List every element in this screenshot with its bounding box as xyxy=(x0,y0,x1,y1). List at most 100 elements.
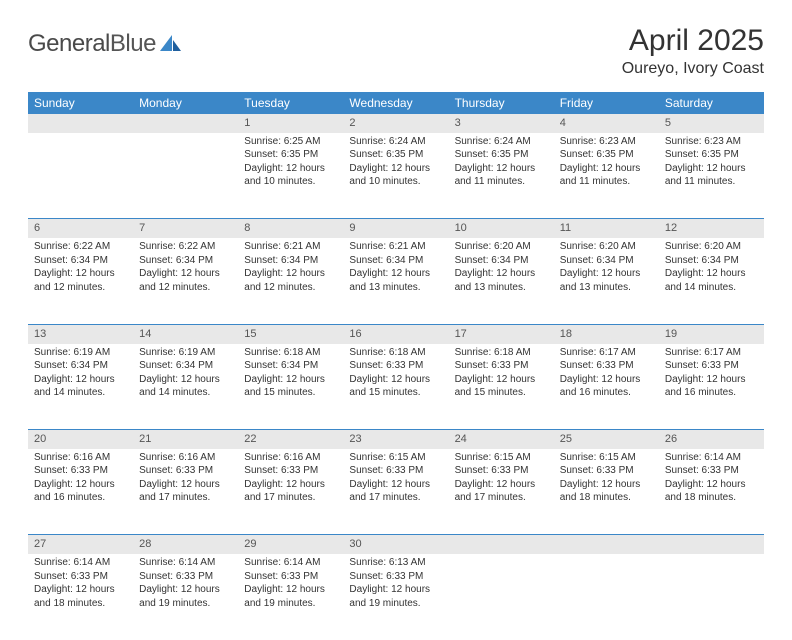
sunrise-line: Sunrise: 6:15 AM xyxy=(349,451,442,465)
sunrise-line: Sunrise: 6:15 AM xyxy=(455,451,548,465)
empty-cell xyxy=(28,114,133,133)
weekday-header: Tuesday xyxy=(238,92,343,114)
day-cell-content: Sunrise: 6:18 AMSunset: 6:33 PMDaylight:… xyxy=(343,344,448,406)
sunrise-line: Sunrise: 6:16 AM xyxy=(139,451,232,465)
weekday-header: Friday xyxy=(554,92,659,114)
day-cell: Sunrise: 6:24 AMSunset: 6:35 PMDaylight:… xyxy=(449,133,554,219)
day-cell: Sunrise: 6:14 AMSunset: 6:33 PMDaylight:… xyxy=(133,554,238,640)
daylight-line: Daylight: 12 hours and 14 minutes. xyxy=(665,267,758,294)
calendar-body: 12345Sunrise: 6:25 AMSunset: 6:35 PMDayl… xyxy=(28,114,764,640)
sunrise-line: Sunrise: 6:24 AM xyxy=(349,135,442,149)
day-cell: Sunrise: 6:20 AMSunset: 6:34 PMDaylight:… xyxy=(449,238,554,324)
day-number-cell: 7 xyxy=(133,219,238,238)
sunrise-line: Sunrise: 6:16 AM xyxy=(34,451,127,465)
day-cell: Sunrise: 6:17 AMSunset: 6:33 PMDaylight:… xyxy=(554,344,659,430)
day-cell: Sunrise: 6:19 AMSunset: 6:34 PMDaylight:… xyxy=(133,344,238,430)
day-cell: Sunrise: 6:25 AMSunset: 6:35 PMDaylight:… xyxy=(238,133,343,219)
sunset-line: Sunset: 6:33 PM xyxy=(455,359,548,373)
daylight-line: Daylight: 12 hours and 10 minutes. xyxy=(349,162,442,189)
sunset-line: Sunset: 6:33 PM xyxy=(349,359,442,373)
day-cell-content: Sunrise: 6:19 AMSunset: 6:34 PMDaylight:… xyxy=(133,344,238,406)
sunrise-line: Sunrise: 6:18 AM xyxy=(349,346,442,360)
sunrise-line: Sunrise: 6:23 AM xyxy=(560,135,653,149)
day-cell: Sunrise: 6:15 AMSunset: 6:33 PMDaylight:… xyxy=(343,449,448,535)
daylight-line: Daylight: 12 hours and 15 minutes. xyxy=(244,373,337,400)
day-cell-content: Sunrise: 6:25 AMSunset: 6:35 PMDaylight:… xyxy=(238,133,343,195)
day-number-cell: 21 xyxy=(133,430,238,449)
sunset-line: Sunset: 6:33 PM xyxy=(349,464,442,478)
daylight-line: Daylight: 12 hours and 12 minutes. xyxy=(244,267,337,294)
location: Oureyo, Ivory Coast xyxy=(622,60,764,78)
day-cell: Sunrise: 6:16 AMSunset: 6:33 PMDaylight:… xyxy=(133,449,238,535)
daylight-line: Daylight: 12 hours and 15 minutes. xyxy=(455,373,548,400)
empty-cell xyxy=(554,535,659,554)
daylight-line: Daylight: 12 hours and 11 minutes. xyxy=(455,162,548,189)
day-cell-content: Sunrise: 6:24 AMSunset: 6:35 PMDaylight:… xyxy=(449,133,554,195)
day-number-cell: 22 xyxy=(238,430,343,449)
sunset-line: Sunset: 6:35 PM xyxy=(349,148,442,162)
empty-cell xyxy=(28,133,133,219)
sunset-line: Sunset: 6:35 PM xyxy=(244,148,337,162)
empty-cell xyxy=(659,535,764,554)
day-cell: Sunrise: 6:14 AMSunset: 6:33 PMDaylight:… xyxy=(659,449,764,535)
day-cell-content: Sunrise: 6:23 AMSunset: 6:35 PMDaylight:… xyxy=(554,133,659,195)
sunset-line: Sunset: 6:34 PM xyxy=(349,254,442,268)
day-cell-content: Sunrise: 6:18 AMSunset: 6:33 PMDaylight:… xyxy=(449,344,554,406)
day-number-cell: 28 xyxy=(133,535,238,554)
sunrise-line: Sunrise: 6:19 AM xyxy=(139,346,232,360)
daylight-line: Daylight: 12 hours and 12 minutes. xyxy=(34,267,127,294)
daylight-line: Daylight: 12 hours and 19 minutes. xyxy=(244,583,337,610)
day-cell: Sunrise: 6:17 AMSunset: 6:33 PMDaylight:… xyxy=(659,344,764,430)
weekday-header: Wednesday xyxy=(343,92,448,114)
daynum-row: 27282930 xyxy=(28,535,764,554)
day-cell: Sunrise: 6:22 AMSunset: 6:34 PMDaylight:… xyxy=(133,238,238,324)
sunrise-line: Sunrise: 6:21 AM xyxy=(349,240,442,254)
sunset-line: Sunset: 6:35 PM xyxy=(455,148,548,162)
sunset-line: Sunset: 6:33 PM xyxy=(349,570,442,584)
sunset-line: Sunset: 6:34 PM xyxy=(34,359,127,373)
sunrise-line: Sunrise: 6:17 AM xyxy=(560,346,653,360)
day-number-cell: 20 xyxy=(28,430,133,449)
day-number-cell: 10 xyxy=(449,219,554,238)
daylight-line: Daylight: 12 hours and 14 minutes. xyxy=(34,373,127,400)
sunrise-line: Sunrise: 6:21 AM xyxy=(244,240,337,254)
daylight-line: Daylight: 12 hours and 16 minutes. xyxy=(34,478,127,505)
day-cell: Sunrise: 6:21 AMSunset: 6:34 PMDaylight:… xyxy=(238,238,343,324)
day-cell: Sunrise: 6:16 AMSunset: 6:33 PMDaylight:… xyxy=(238,449,343,535)
sunrise-line: Sunrise: 6:17 AM xyxy=(665,346,758,360)
daylight-line: Daylight: 12 hours and 16 minutes. xyxy=(560,373,653,400)
calendar-table: SundayMondayTuesdayWednesdayThursdayFrid… xyxy=(28,92,764,640)
day-cell-content: Sunrise: 6:21 AMSunset: 6:34 PMDaylight:… xyxy=(238,238,343,300)
day-number-cell: 3 xyxy=(449,114,554,133)
daynum-row: 20212223242526 xyxy=(28,430,764,449)
daylight-line: Daylight: 12 hours and 18 minutes. xyxy=(34,583,127,610)
day-cell-content: Sunrise: 6:18 AMSunset: 6:34 PMDaylight:… xyxy=(238,344,343,406)
sunset-line: Sunset: 6:34 PM xyxy=(560,254,653,268)
day-number-cell: 2 xyxy=(343,114,448,133)
empty-cell xyxy=(133,114,238,133)
sunrise-line: Sunrise: 6:14 AM xyxy=(665,451,758,465)
sunset-line: Sunset: 6:33 PM xyxy=(34,570,127,584)
daynum-row: 13141516171819 xyxy=(28,324,764,343)
sunrise-line: Sunrise: 6:24 AM xyxy=(455,135,548,149)
daylight-line: Daylight: 12 hours and 15 minutes. xyxy=(349,373,442,400)
daylight-line: Daylight: 12 hours and 18 minutes. xyxy=(560,478,653,505)
daylight-line: Daylight: 12 hours and 11 minutes. xyxy=(665,162,758,189)
day-cell: Sunrise: 6:18 AMSunset: 6:33 PMDaylight:… xyxy=(449,344,554,430)
sunset-line: Sunset: 6:33 PM xyxy=(244,570,337,584)
logo-word1: General xyxy=(28,30,110,57)
day-cell-content: Sunrise: 6:16 AMSunset: 6:33 PMDaylight:… xyxy=(133,449,238,511)
day-number-cell: 11 xyxy=(554,219,659,238)
day-number-cell: 4 xyxy=(554,114,659,133)
weekday-header: Thursday xyxy=(449,92,554,114)
day-cell: Sunrise: 6:20 AMSunset: 6:34 PMDaylight:… xyxy=(659,238,764,324)
sunrise-line: Sunrise: 6:15 AM xyxy=(560,451,653,465)
day-cell: Sunrise: 6:20 AMSunset: 6:34 PMDaylight:… xyxy=(554,238,659,324)
day-cell: Sunrise: 6:16 AMSunset: 6:33 PMDaylight:… xyxy=(28,449,133,535)
sunrise-line: Sunrise: 6:18 AM xyxy=(244,346,337,360)
day-number-cell: 19 xyxy=(659,324,764,343)
daylight-line: Daylight: 12 hours and 17 minutes. xyxy=(244,478,337,505)
empty-cell xyxy=(659,554,764,640)
day-number-cell: 6 xyxy=(28,219,133,238)
day-number-cell: 13 xyxy=(28,324,133,343)
